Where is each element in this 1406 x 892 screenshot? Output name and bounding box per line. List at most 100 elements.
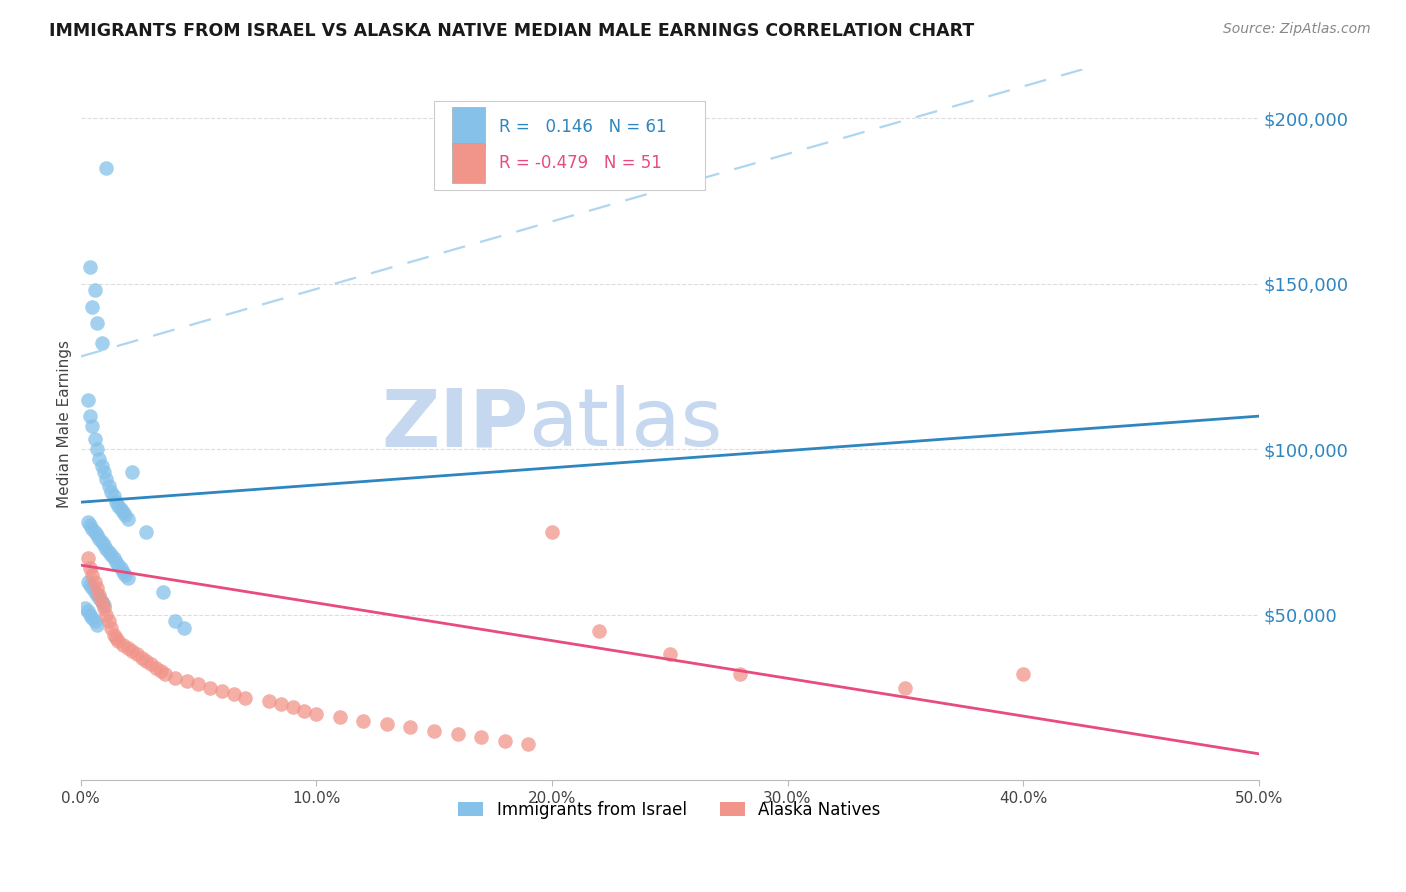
Point	[211, 684, 233, 698]
Point	[89, 452, 111, 467]
Point	[100, 548, 122, 562]
Point	[375, 717, 398, 731]
Point	[82, 568, 104, 582]
Point	[894, 681, 917, 695]
Point	[76, 515, 98, 529]
Point	[90, 535, 112, 549]
Point	[145, 661, 167, 675]
Point	[222, 687, 245, 701]
Point	[86, 317, 108, 331]
Point	[117, 571, 139, 585]
Point	[163, 671, 186, 685]
Point	[352, 714, 374, 728]
Point	[399, 720, 422, 734]
Point	[79, 561, 101, 575]
Point	[86, 442, 108, 457]
Point	[76, 551, 98, 566]
Point	[75, 601, 97, 615]
Point	[97, 478, 120, 492]
Point	[155, 667, 177, 681]
Point	[83, 584, 105, 599]
Point	[540, 524, 562, 539]
Point	[104, 495, 127, 509]
Point	[86, 528, 108, 542]
Point	[82, 419, 104, 434]
Text: IMMIGRANTS FROM ISRAEL VS ALASKA NATIVE MEDIAN MALE EARNINGS CORRELATION CHART: IMMIGRANTS FROM ISRAEL VS ALASKA NATIVE …	[49, 22, 974, 40]
Point	[131, 650, 153, 665]
Point	[90, 458, 112, 473]
Point	[111, 505, 134, 519]
Point	[173, 621, 195, 635]
Point	[121, 644, 143, 658]
Point	[121, 466, 143, 480]
Point	[135, 654, 157, 668]
Point	[494, 733, 516, 747]
Point	[93, 598, 115, 612]
Point	[107, 634, 129, 648]
Point	[235, 690, 257, 705]
Point	[111, 565, 134, 579]
Point	[163, 615, 186, 629]
Point	[270, 697, 292, 711]
Point	[107, 499, 129, 513]
Text: ZIP: ZIP	[381, 385, 529, 464]
Point	[96, 472, 118, 486]
Point	[114, 508, 136, 523]
Point	[107, 558, 129, 573]
Point	[93, 601, 115, 615]
Point	[97, 615, 120, 629]
Point	[152, 584, 174, 599]
Point	[93, 538, 115, 552]
FancyBboxPatch shape	[434, 101, 704, 189]
Point	[86, 588, 108, 602]
Point	[141, 657, 163, 672]
Point	[83, 432, 105, 446]
Point	[117, 512, 139, 526]
Point	[103, 627, 125, 641]
Point	[125, 648, 148, 662]
Point	[187, 677, 209, 691]
Text: Source: ZipAtlas.com: Source: ZipAtlas.com	[1223, 22, 1371, 37]
Y-axis label: Median Male Earnings: Median Male Earnings	[58, 341, 72, 508]
Point	[329, 710, 352, 724]
Point	[117, 640, 139, 655]
Point	[96, 607, 118, 622]
Point	[149, 664, 172, 678]
Point	[79, 607, 101, 622]
Point	[79, 260, 101, 275]
Point	[96, 541, 118, 556]
Point	[90, 336, 112, 351]
Point	[86, 617, 108, 632]
Point	[100, 485, 122, 500]
Point	[83, 615, 105, 629]
Point	[79, 409, 101, 424]
Point	[257, 694, 280, 708]
Point	[86, 582, 108, 596]
Point	[76, 604, 98, 618]
Point	[82, 582, 104, 596]
Point	[110, 501, 132, 516]
Point	[83, 574, 105, 589]
Point	[76, 392, 98, 407]
Point	[423, 723, 446, 738]
Point	[111, 638, 134, 652]
Point	[198, 681, 221, 695]
Point	[79, 578, 101, 592]
Point	[90, 594, 112, 608]
FancyBboxPatch shape	[451, 144, 485, 183]
Point	[104, 555, 127, 569]
Point	[83, 524, 105, 539]
Point	[82, 611, 104, 625]
Point	[89, 532, 111, 546]
Point	[281, 700, 304, 714]
Point	[89, 591, 111, 606]
Text: R = -0.479   N = 51: R = -0.479 N = 51	[499, 154, 662, 172]
FancyBboxPatch shape	[451, 107, 485, 146]
Point	[292, 704, 315, 718]
Point	[658, 648, 681, 662]
Point	[97, 545, 120, 559]
Legend: Immigrants from Israel, Alaska Natives: Immigrants from Israel, Alaska Natives	[451, 794, 887, 825]
Point	[305, 707, 328, 722]
Point	[93, 466, 115, 480]
Point	[96, 161, 118, 175]
